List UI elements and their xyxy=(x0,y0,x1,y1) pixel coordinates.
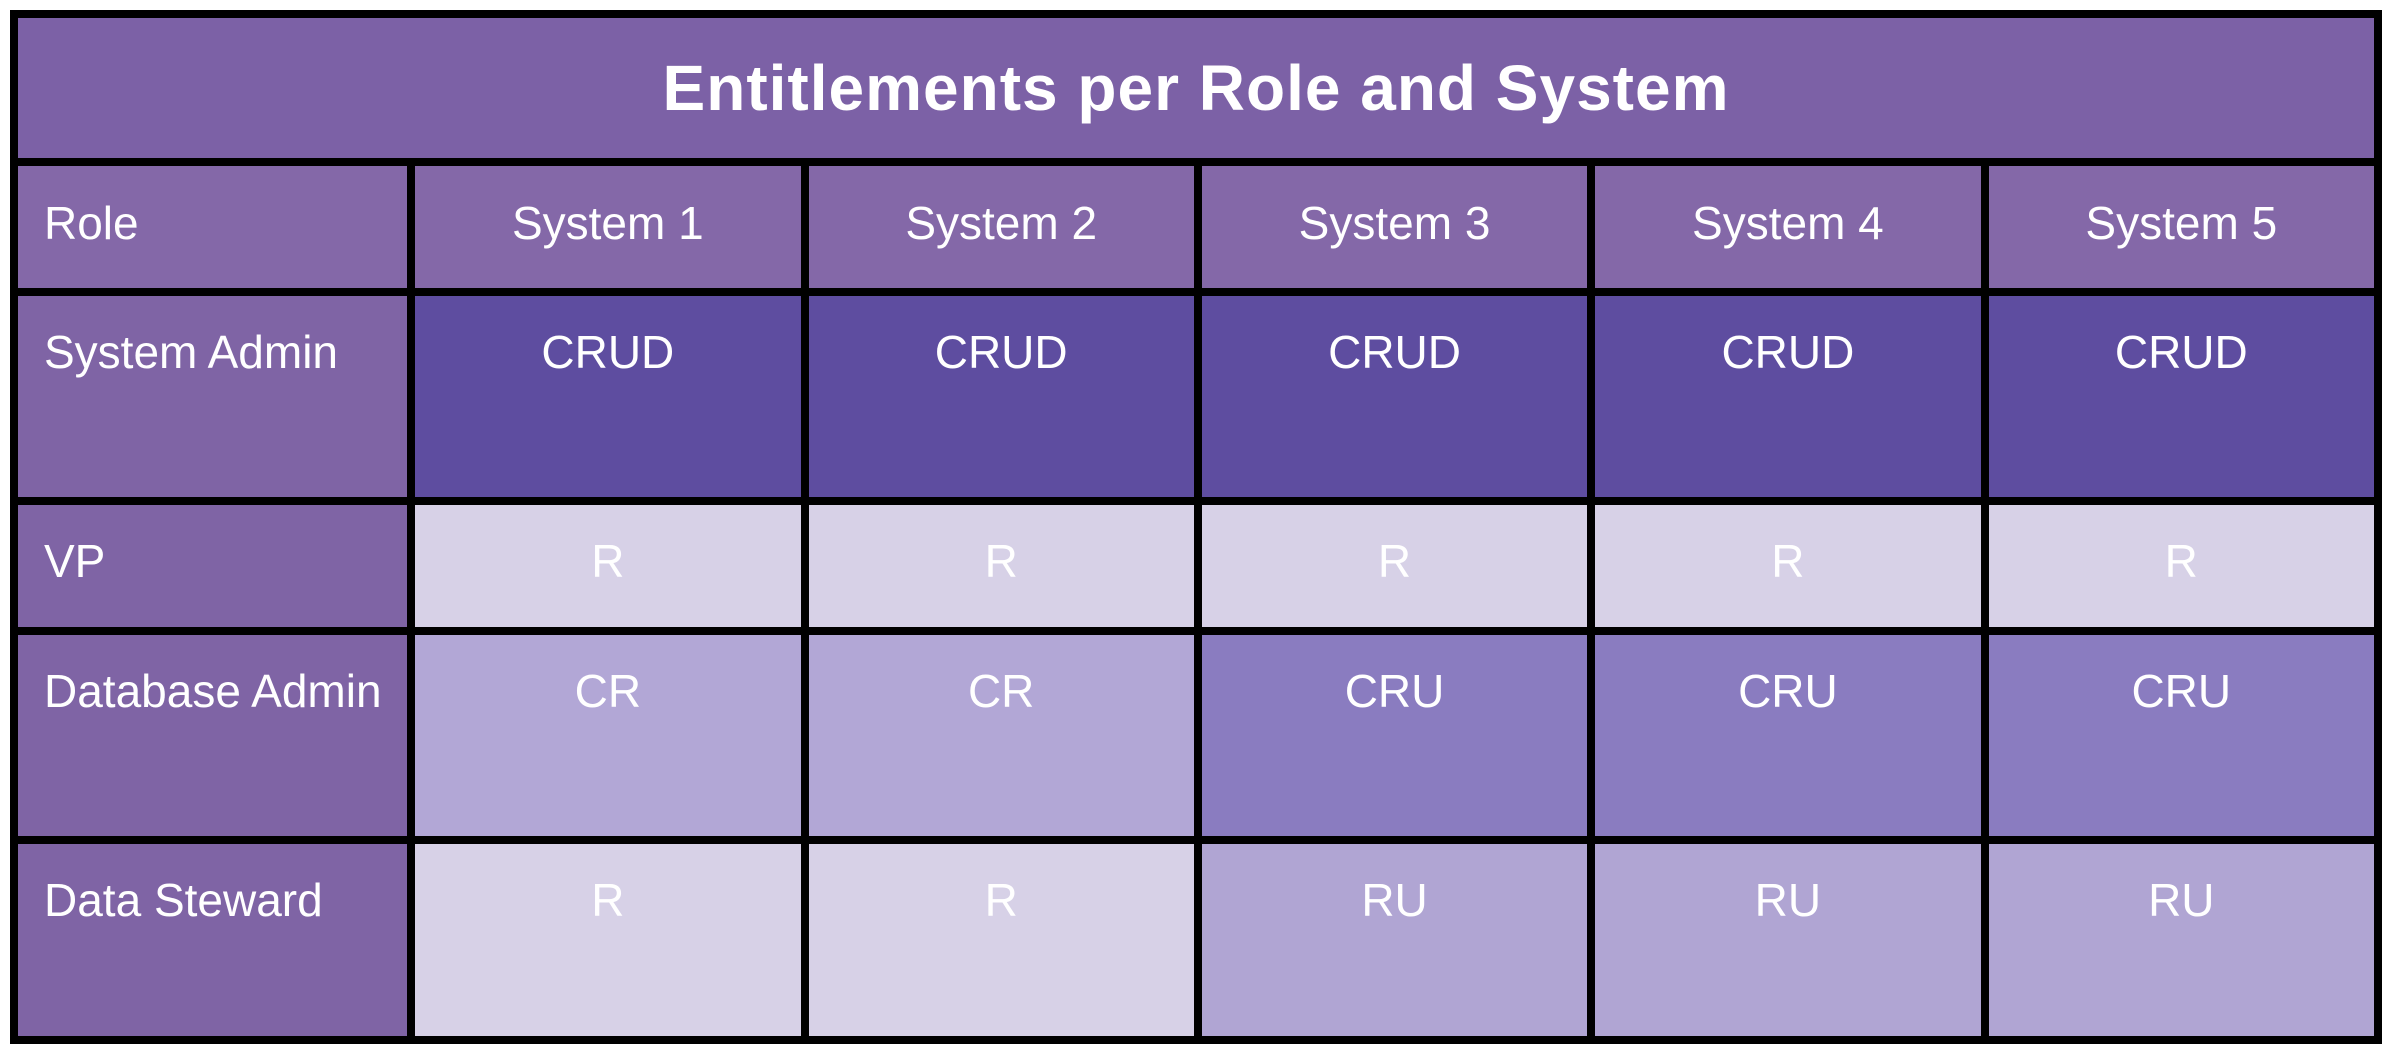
entitlement-cell: R xyxy=(1980,496,2383,635)
table-title: Entitlements per Role and System xyxy=(10,10,2382,166)
role-cell: System Admin xyxy=(9,288,416,505)
column-header-system-2: System 2 xyxy=(800,158,1202,296)
entitlement-cell: R xyxy=(407,496,809,635)
entitlement-cell: CRU xyxy=(1587,626,1989,844)
table-row: System Admin CRUD CRUD CRUD CRUD CRUD xyxy=(9,288,2383,505)
title-row: Entitlements per Role and System xyxy=(10,10,2382,166)
entitlement-cell: CRUD xyxy=(1587,288,1989,505)
entitlement-cell: R xyxy=(800,835,1202,1045)
role-cell: VP xyxy=(9,496,416,635)
table-body: System Admin CRUD CRUD CRUD CRUD CRUD VP R R R R R D… xyxy=(9,288,2383,1045)
entitlement-cell: R xyxy=(1193,496,1596,635)
column-header-role: Role xyxy=(9,158,416,296)
entitlement-cell: CRU xyxy=(1193,626,1596,844)
table-row: VP R R R R R xyxy=(9,496,2383,635)
role-cell: Data Steward xyxy=(9,835,416,1045)
entitlement-cell: CRUD xyxy=(407,288,809,505)
entitlement-cell: R xyxy=(800,496,1202,635)
entitlement-cell: RU xyxy=(1587,835,1989,1045)
column-header-row: Role System 1 System 2 System 3 System 4… xyxy=(9,158,2383,296)
role-cell: Database Admin xyxy=(9,626,416,844)
entitlement-cell: RU xyxy=(1193,835,1596,1045)
entitlement-cell: R xyxy=(1587,496,1989,635)
column-header-system-4: System 4 xyxy=(1587,158,1989,296)
entitlement-cell: CR xyxy=(407,626,809,844)
column-header-system-3: System 3 xyxy=(1193,158,1596,296)
entitlement-cell: RU xyxy=(1980,835,2383,1045)
table-row: Database Admin CR CR CRU CRU CRU xyxy=(9,626,2383,844)
column-header-system-1: System 1 xyxy=(407,158,809,296)
entitlement-cell: CRUD xyxy=(1193,288,1596,505)
column-header-system-5: System 5 xyxy=(1980,158,2383,296)
entitlements-matrix-table: Entitlements per Role and System Role Sy… xyxy=(9,10,2383,1045)
entitlement-cell: CRUD xyxy=(800,288,1202,505)
entitlement-cell: R xyxy=(407,835,809,1045)
entitlement-cell: CR xyxy=(800,626,1202,844)
entitlement-cell: CRU xyxy=(1980,626,2383,844)
table-row: Data Steward R R RU RU RU xyxy=(9,835,2383,1045)
entitlement-cell: CRUD xyxy=(1980,288,2383,505)
